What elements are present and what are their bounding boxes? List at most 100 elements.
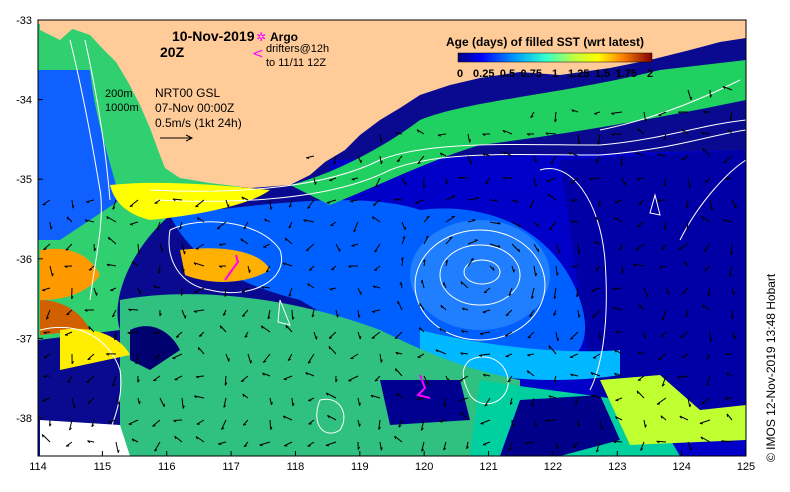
current-vector-arrow <box>435 349 447 355</box>
current-vector-arrow <box>593 240 601 245</box>
current-vector-arrow <box>482 441 491 446</box>
current-vector-arrow <box>313 177 317 185</box>
current-vector-arrow <box>224 287 228 297</box>
current-vector-arrow <box>679 415 689 421</box>
current-vector-arrow <box>731 331 736 340</box>
current-vector-arrow <box>218 265 227 268</box>
current-vector-arrow <box>553 375 557 383</box>
current-vector-arrow <box>633 263 645 267</box>
current-vector-arrow <box>467 133 471 143</box>
current-vector-arrow <box>467 219 476 223</box>
current-vector-arrow <box>244 331 249 338</box>
current-vector-arrow <box>348 265 358 268</box>
current-vector-arrow <box>221 419 227 430</box>
current-vector-arrow <box>42 199 51 206</box>
current-vector-arrow <box>637 351 645 355</box>
current-vector-arrow <box>181 309 187 319</box>
current-vector-arrow <box>706 353 711 360</box>
current-vector-arrow <box>111 309 117 318</box>
plot-frame <box>37 19 747 457</box>
current-vector-arrow <box>571 109 579 113</box>
current-vector-arrow <box>423 375 430 387</box>
current-vector-arrow <box>87 440 95 444</box>
current-vector-arrow <box>545 132 557 136</box>
current-vector-arrow <box>71 397 76 409</box>
current-vector-arrow <box>379 441 383 451</box>
current-vector-arrow <box>284 441 293 447</box>
current-vector-arrow <box>49 265 54 277</box>
current-vector-arrow <box>333 155 337 165</box>
current-vector-arrow <box>502 151 513 157</box>
current-vector-arrow <box>396 155 403 163</box>
x-tick-label: 125 <box>737 461 755 473</box>
current-vector-arrow <box>731 199 737 209</box>
current-vector-arrow <box>154 441 161 452</box>
current-vector-arrow <box>533 243 539 253</box>
current-vector-arrow <box>395 368 403 377</box>
current-vector-arrow <box>287 353 293 362</box>
current-vector-arrow <box>445 177 449 185</box>
current-vector-arrow <box>421 441 425 452</box>
current-vector-arrow <box>482 152 491 157</box>
contour-lines <box>39 39 746 456</box>
current-vector-arrow <box>704 265 711 271</box>
current-vector-arrow <box>659 265 667 269</box>
x-tick-label: 114 <box>29 461 47 473</box>
current-vector-arrow <box>394 198 403 202</box>
current-vector-arrow <box>196 419 205 425</box>
current-vector-arrow <box>661 243 667 251</box>
current-vector-arrow <box>502 177 513 180</box>
current-vector-arrow <box>445 215 455 223</box>
current-vector-arrow <box>508 287 513 297</box>
current-vector-arrow <box>555 441 559 450</box>
current-vector-arrow <box>422 259 426 267</box>
current-vector-arrow <box>709 89 713 98</box>
current-vector-arrow <box>196 216 205 223</box>
current-vector-arrow <box>643 331 647 339</box>
drifter-tracks <box>224 254 431 399</box>
y-tick-label: -36 <box>16 254 32 266</box>
x-tick-label: 119 <box>351 461 369 473</box>
current-vector-arrow <box>173 419 183 423</box>
current-vector-arrow <box>555 265 559 276</box>
current-vector-arrow <box>706 375 711 387</box>
current-vector-arrow <box>87 397 95 404</box>
current-vector-arrow <box>439 152 447 157</box>
current-vector-arrow <box>553 287 557 300</box>
current-vector-arrow <box>193 309 205 313</box>
current-vector-arrow <box>159 309 162 317</box>
current-vector-arrow <box>701 216 711 223</box>
current-vector-arrow <box>643 419 647 428</box>
current-vector-arrow <box>594 265 601 272</box>
current-vector-arrow <box>571 265 579 269</box>
current-vector-arrow <box>179 221 183 230</box>
current-vector-arrow <box>489 198 498 202</box>
current-vector-arrow <box>660 415 667 421</box>
x-tick-label: 116 <box>158 461 176 473</box>
current-vector-arrow <box>241 309 249 317</box>
current-vector-arrow <box>330 221 337 226</box>
drifters-legend-time: to 11/11 12Z <box>266 57 326 69</box>
current-vector-arrow <box>620 155 624 166</box>
current-vector-arrow <box>193 262 205 267</box>
current-vector-arrow <box>636 152 645 157</box>
current-vector-arrow <box>661 375 667 387</box>
current-vector-arrow <box>555 331 560 342</box>
current-vector-arrow <box>443 397 447 407</box>
current-vector-arrow <box>306 155 315 159</box>
sst-patch-orange-mid <box>180 248 270 282</box>
current-vector-arrow <box>327 414 337 421</box>
current-vector-arrow <box>353 221 359 233</box>
colorbar-tick-label: 0.25 <box>473 68 494 80</box>
current-vector-arrow <box>592 353 601 359</box>
sst-patch-yellow-southwest <box>60 328 130 370</box>
current-vector-arrow <box>726 371 733 377</box>
current-vector-arrow <box>614 199 623 204</box>
current-vector-arrow <box>152 419 161 427</box>
current-vector-arrow <box>489 243 501 248</box>
current-vector-arrow <box>311 309 315 318</box>
current-vector-arrow <box>459 375 469 382</box>
current-vector-arrow <box>174 435 183 443</box>
map-hour: 20Z <box>160 44 185 60</box>
current-vector-arrow <box>663 133 667 141</box>
